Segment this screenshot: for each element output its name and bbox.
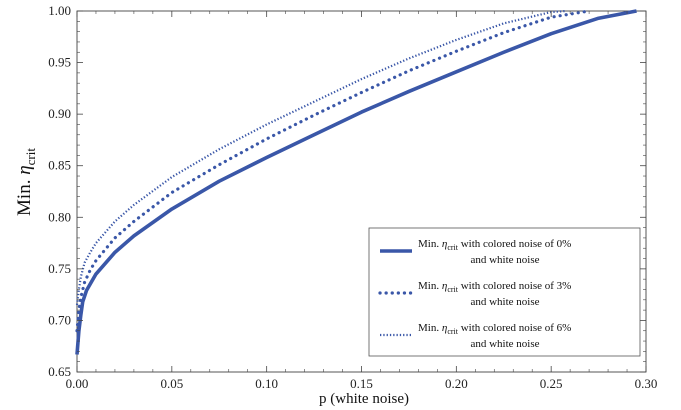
series-group — [75, 9, 637, 355]
x-tick-label: 0.15 — [350, 376, 373, 391]
x-tick-label: 0.10 — [255, 376, 278, 391]
legend-subscript: crit — [447, 285, 458, 294]
x-tick-label: 0.20 — [445, 376, 468, 391]
legend-prefix: Min. — [418, 322, 442, 334]
legend-box — [368, 227, 641, 357]
legend-subscript: crit — [447, 243, 458, 252]
legend-prefix: Min. — [418, 238, 442, 250]
legend-symbol: η — [442, 280, 447, 292]
y-tick-label: 0.65 — [48, 364, 71, 379]
ticks-group: 0.00 0.05 0.10 0.15 0.20 0.25 0.30 0.65 0.70 0.75… — [48, 3, 657, 391]
legend-suffix: with colored noise of 6% — [458, 322, 571, 334]
y-axis-title-symbol: η — [14, 165, 35, 174]
series-line-0 — [75, 9, 637, 355]
legend-prefix: Min. — [418, 280, 442, 292]
y-tick-label: 0.75 — [48, 261, 71, 276]
y-tick-label: 0.90 — [48, 106, 71, 121]
x-tick-label: 0.30 — [635, 376, 658, 391]
legend-subscript: crit — [447, 327, 458, 336]
legend-label-0: Min. ηcrit with colored noise of 0% — [418, 238, 571, 252]
legend-label-line2-0: and white noise — [470, 254, 539, 266]
y-tick-label: 0.70 — [48, 312, 71, 327]
x-tick-label: 0.05 — [160, 376, 183, 391]
y-tick-label: 0.80 — [48, 209, 71, 224]
x-axis-title: p (white noise) — [319, 391, 409, 407]
y-tick-label: 0.85 — [48, 158, 71, 173]
legend-suffix: with colored noise of 3% — [458, 280, 571, 292]
legend-label-line2-2: and white noise — [470, 338, 539, 350]
y-axis-title: Min. ηcrit — [14, 148, 38, 216]
legend-label-line2-1: and white noise — [470, 296, 539, 308]
x-tick-label: 0.25 — [540, 376, 563, 391]
legend: Min. ηcrit with colored noise of 0%and w… — [368, 227, 641, 357]
legend-items: Min. ηcrit with colored noise of 0%and w… — [378, 238, 571, 350]
x-tick-label: 0.00 — [66, 376, 89, 391]
y-tick-label: 1.00 — [48, 3, 71, 18]
series-line-2 — [75, 9, 567, 306]
y-tick-label: 0.95 — [48, 55, 71, 70]
legend-suffix: with colored noise of 0% — [458, 238, 571, 250]
y-axis-title-prefix: Min. — [14, 175, 35, 216]
legend-label-1: Min. ηcrit with colored noise of 3% — [418, 280, 571, 294]
y-axis-title-subscript: crit — [23, 148, 38, 166]
legend-label-2: Min. ηcrit with colored noise of 6% — [418, 322, 571, 336]
legend-symbol: η — [442, 322, 447, 334]
legend-symbol: η — [442, 238, 447, 250]
